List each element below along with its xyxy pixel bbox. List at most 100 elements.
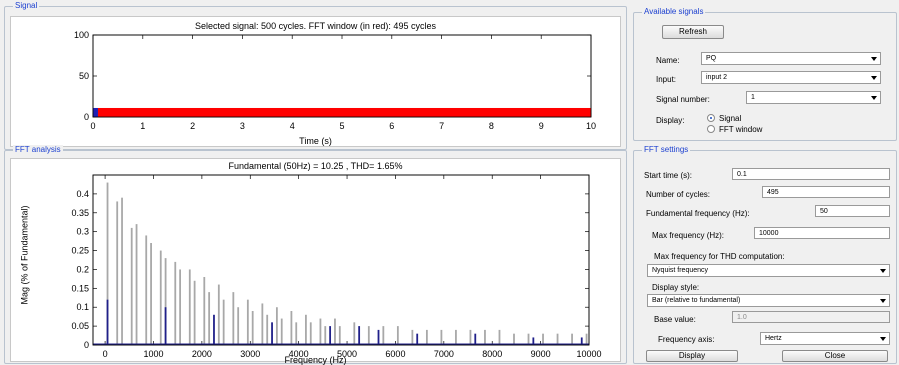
x-tick-label: 8	[489, 121, 494, 131]
x-tick-label: 6	[389, 121, 394, 131]
harmonic-bar	[440, 329, 443, 345]
harmonic-bar	[217, 284, 220, 345]
harmonic-bar	[319, 318, 322, 345]
freq-axis-select[interactable]: Hertz	[760, 332, 890, 345]
harmonic-bar	[585, 333, 588, 345]
harmonic-bar	[135, 224, 138, 345]
x-tick-label: 8000	[482, 349, 502, 359]
name-select[interactable]: PQ	[701, 52, 881, 65]
harmonic-bar-dark	[416, 333, 419, 345]
close-button[interactable]: Close	[782, 350, 888, 362]
x-tick-label: 0	[103, 349, 108, 359]
max-freq-field[interactable]: 10000	[754, 227, 890, 239]
x-tick-label: 4	[290, 121, 295, 131]
harmonic-bar	[121, 197, 123, 345]
display-style-label: Display style:	[652, 283, 700, 292]
x-tick-label: 10	[586, 121, 596, 131]
signal-number-select[interactable]: 1	[746, 91, 881, 104]
thd-select-value: Nyquist frequency	[652, 267, 709, 274]
x-tick-label: 7000	[434, 349, 454, 359]
harmonic-bar	[295, 322, 298, 345]
harmonic-bar	[203, 277, 206, 345]
x-tick-label: 0	[90, 121, 95, 131]
thd-select[interactable]: Nyquist frequency	[647, 264, 890, 277]
x-tick-label: 1	[140, 121, 145, 131]
harmonic-bar	[106, 182, 109, 345]
x-tick-label: 6000	[385, 349, 405, 359]
y-tick-label: 100	[74, 30, 89, 40]
harmonic-bar	[571, 333, 573, 345]
chevron-down-icon	[880, 299, 886, 303]
harmonic-bar-dark	[532, 337, 535, 345]
display-style-select[interactable]: Bar (relative to fundamental)	[647, 294, 890, 307]
fft-ylabel: Mag (% of Fundamental)	[19, 205, 30, 305]
freq-axis-value: Hertz	[765, 335, 782, 342]
harmonic-bar	[275, 307, 278, 345]
harmonic-bar	[261, 303, 264, 345]
plot-frame	[92, 174, 590, 346]
display-fft-window-radio[interactable]	[707, 125, 715, 133]
fund-freq-field[interactable]: 50	[815, 205, 890, 217]
cycles-field[interactable]: 495	[762, 186, 890, 198]
harmonic-bar	[542, 333, 544, 345]
input-select[interactable]: input 2	[701, 71, 881, 84]
harmonic-bar-dark	[377, 329, 380, 345]
harmonic-bar	[116, 201, 119, 345]
harmonic-bar	[232, 292, 235, 345]
fft-analysis-group: FFT analysis Fundamental (50Hz) = 10.25 …	[4, 145, 627, 365]
harmonic-bar	[338, 326, 341, 345]
fft-settings-group: FFT settings Start time (s): 0.1 Number …	[633, 145, 897, 364]
display-fft-window-label: FFT window	[719, 125, 763, 134]
fft-plot-panel: Fundamental (50Hz) = 10.25 , THD= 1.65% …	[10, 158, 621, 365]
display-signal-radio[interactable]	[707, 114, 715, 122]
harmonic-bar-dark	[580, 337, 583, 345]
harmonic-bar	[469, 329, 472, 345]
harmonic-bar	[425, 329, 428, 345]
name-select-value: PQ	[706, 55, 717, 62]
harmonic-bar	[309, 322, 312, 345]
freq-axis-label: Frequency axis:	[658, 335, 715, 344]
thd-label: Max frequency for THD computation:	[654, 252, 785, 261]
x-tick-label: 9	[539, 121, 544, 131]
display-button[interactable]: Display	[646, 350, 738, 362]
fft-settings-title: FFT settings	[642, 145, 691, 155]
harmonic-bar	[266, 314, 269, 345]
x-tick-label: 7	[439, 121, 444, 131]
x-tick-label: 5000	[337, 349, 357, 359]
y-tick-label: 0	[84, 112, 89, 122]
input-select-value: input 2	[706, 74, 728, 81]
harmonic-bar	[208, 292, 211, 345]
available-signals-group: Available signals Refresh Name: PQ Input…	[633, 7, 897, 141]
refresh-button[interactable]: Refresh	[662, 25, 724, 39]
harmonic-bar	[353, 322, 356, 345]
harmonic-bar	[280, 318, 283, 345]
x-tick-label: 10000	[576, 349, 601, 359]
harmonic-bar-dark	[271, 322, 273, 345]
y-tick-label: 0.2	[76, 264, 89, 274]
harmonic-bar	[513, 333, 515, 345]
harmonic-bar	[382, 326, 385, 345]
harmonic-bar	[556, 333, 559, 345]
display-label: Display:	[656, 116, 685, 125]
base-value-field: 1.0	[732, 311, 890, 323]
signal-xlabel: Time (s)	[299, 136, 332, 146]
harmonic-bar	[179, 269, 182, 345]
signal-band	[93, 107, 98, 117]
harmonic-bar	[527, 333, 530, 345]
x-tick-label: 2	[190, 121, 195, 131]
harmonic-bar	[498, 329, 501, 345]
plot-area	[92, 34, 592, 118]
harmonic-bar	[290, 311, 293, 345]
signal-number-label: Signal number:	[656, 95, 710, 104]
harmonic-bar	[455, 329, 457, 345]
x-tick-label: 4000	[289, 349, 309, 359]
harmonic-bar	[251, 311, 254, 345]
x-tick-label: 2000	[192, 349, 212, 359]
harmonic-bar-dark	[106, 299, 109, 345]
signal-band	[97, 107, 591, 117]
chevron-down-icon	[880, 337, 886, 341]
start-time-field[interactable]: 0.1	[732, 168, 890, 180]
y-tick-label: 0.15	[71, 283, 89, 293]
harmonic-bar	[246, 299, 249, 345]
harmonic-bar-dark	[474, 333, 477, 345]
